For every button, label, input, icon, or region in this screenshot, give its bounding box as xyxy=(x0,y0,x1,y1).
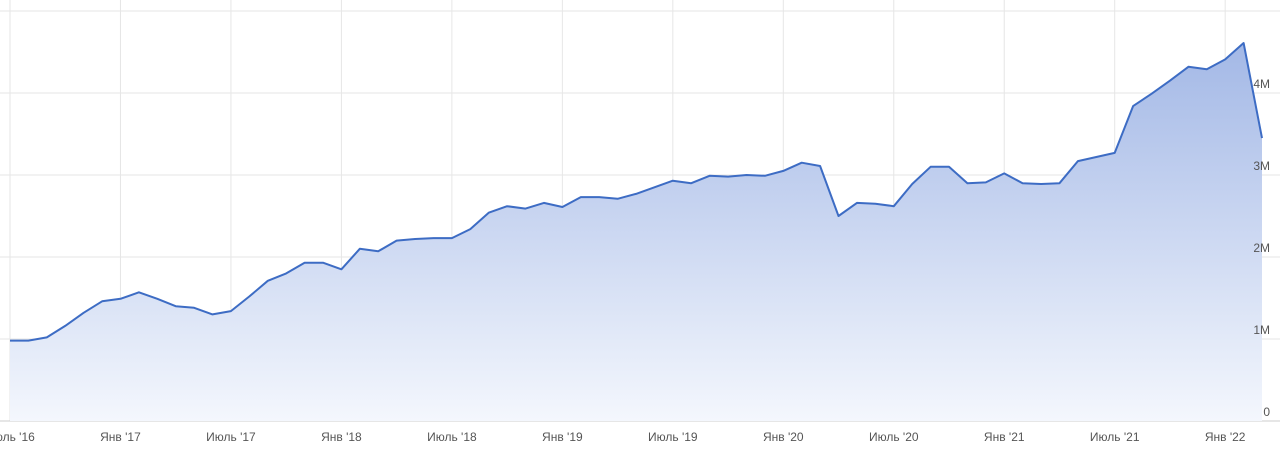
labels: 0 1M 2M 3M 4M Июль '16 Янв '17 Июль '17 Янв '18 И… xyxy=(0,77,1270,444)
x-tick-label: Янв '19 xyxy=(542,430,583,444)
y-tick-label: 1M xyxy=(1253,323,1270,337)
x-tick-label: Янв '17 xyxy=(100,430,141,444)
x-tick-label: Июль '20 xyxy=(869,430,919,444)
x-tick-label: Июль '18 xyxy=(427,430,477,444)
y-tick-label: 4M xyxy=(1253,77,1270,91)
area xyxy=(10,43,1262,421)
x-tick-label: Янв '22 xyxy=(1205,430,1246,444)
y-tick-label: 3M xyxy=(1253,159,1270,173)
x-tick-label: Янв '21 xyxy=(984,430,1025,444)
x-tick-label: Июль '16 xyxy=(0,430,35,444)
plot xyxy=(10,42,1263,421)
y-tick-label: 0 xyxy=(1263,405,1270,419)
x-tick-label: Июль '17 xyxy=(206,430,256,444)
y-tick-label: 2M xyxy=(1253,241,1270,255)
x-tick-label: Янв '18 xyxy=(321,430,362,444)
x-tick-label: Июль '21 xyxy=(1090,430,1140,444)
line xyxy=(10,42,1263,342)
x-tick-label: Июль '19 xyxy=(648,430,698,444)
x-tick-label: Янв '20 xyxy=(763,430,804,444)
